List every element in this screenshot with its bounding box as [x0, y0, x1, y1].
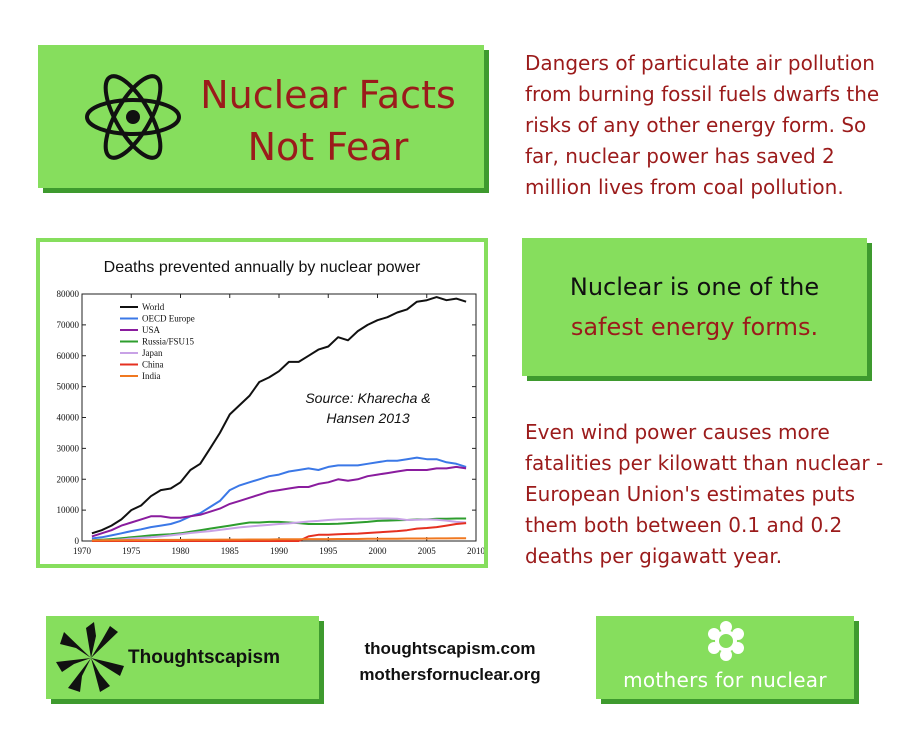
title-line-1: Nuclear Facts: [200, 73, 456, 117]
chart-panel: Deaths prevented annually by nuclear pow…: [36, 238, 488, 568]
x-tick-label: 1990: [270, 546, 289, 556]
series-line-oecd-europe: [91, 456, 467, 540]
leaf-star-icon: [56, 622, 124, 692]
y-tick-label: 30000: [57, 443, 80, 453]
y-tick-label: 60000: [57, 351, 80, 361]
y-tick-label: 80000: [57, 289, 80, 299]
legend-label: China: [142, 360, 164, 370]
title-line-2: Not Fear: [247, 125, 409, 169]
intro-paragraph: Dangers of particulate air pollution fro…: [525, 51, 880, 199]
x-tick-label: 2010: [467, 546, 484, 556]
x-tick-label: 2005: [418, 546, 437, 556]
atom-icon: [85, 74, 181, 160]
flower-icon: [708, 621, 744, 661]
x-tick-label: 2000: [369, 546, 388, 556]
website-links: thoughtscapism.com mothersfornuclear.org: [340, 636, 560, 688]
safety-line-1: Nuclear is one of the: [569, 273, 820, 301]
thoughtscapism-logo-box[interactable]: Thoughtscapism: [46, 616, 319, 699]
series-line-japan: [91, 517, 467, 542]
y-tick-label: 50000: [57, 382, 80, 392]
chart-title: Deaths prevented annually by nuclear pow…: [104, 259, 421, 276]
y-tick-label: 10000: [57, 505, 80, 515]
x-tick-label: 1970: [73, 546, 92, 556]
legend-label: World: [142, 302, 165, 312]
wind-paragraph: Even wind power causes more fatalities p…: [525, 420, 884, 568]
legend-label: Japan: [142, 348, 163, 358]
source-annotation: Hansen 2013: [326, 410, 410, 426]
series-line-usa: [91, 465, 467, 538]
x-tick-label: 1980: [172, 546, 191, 556]
mothers-for-nuclear-label: mothers for nuclear: [623, 668, 827, 692]
source-annotation: Source: Kharecha &: [305, 390, 430, 406]
x-tick-label: 1975: [122, 546, 141, 556]
x-tick-label: 1985: [221, 546, 240, 556]
x-tick-label: 1995: [319, 546, 338, 556]
safety-callout: Nuclear is one of the safest energy form…: [522, 238, 867, 376]
legend-label: Russia/FSU15: [142, 337, 195, 347]
y-tick-label: 40000: [57, 413, 80, 423]
site-link-thoughtscapism[interactable]: thoughtscapism.com: [364, 639, 536, 658]
y-tick-label: 70000: [57, 320, 80, 330]
legend-label: India: [142, 371, 161, 381]
series-line-india: [91, 537, 467, 542]
mothers-for-nuclear-logo-box[interactable]: mothers for nuclear: [596, 616, 854, 699]
title-banner: Nuclear Facts Not Fear: [38, 45, 484, 188]
site-link-mothersfornuclear[interactable]: mothersfornuclear.org: [359, 665, 541, 684]
series-line-world: [91, 296, 467, 535]
y-tick-label: 20000: [57, 474, 80, 484]
thoughtscapism-label: Thoughtscapism: [128, 647, 281, 668]
deaths-prevented-chart: Deaths prevented annually by nuclear pow…: [57, 259, 485, 556]
safety-line-2: safest energy forms.: [570, 313, 819, 341]
y-tick-label: 0: [75, 536, 80, 546]
legend-label: OECD Europe: [142, 314, 195, 324]
legend-label: USA: [142, 325, 161, 335]
